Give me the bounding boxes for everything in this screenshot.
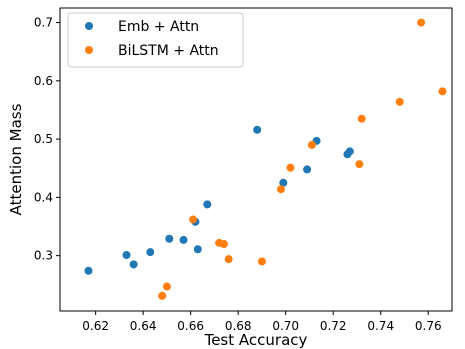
data-point <box>189 215 198 224</box>
data-point <box>357 114 366 123</box>
y-tick-label: 0.7 <box>34 16 53 30</box>
data-point <box>158 291 167 300</box>
x-tick-label: 0.62 <box>82 319 109 333</box>
data-point <box>203 200 212 209</box>
y-tick-label: 0.4 <box>34 190 53 204</box>
x-tick-label: 0.66 <box>177 319 204 333</box>
data-point <box>162 282 171 291</box>
x-tick-label: 0.74 <box>367 319 394 333</box>
data-point <box>355 160 364 169</box>
x-tick-label: 0.68 <box>225 319 252 333</box>
x-axis: 0.62 0.64 0.66 0.68 0.70 0.72 0.74 0.76 <box>82 311 442 333</box>
x-axis-title: Test Accuracy <box>204 331 308 349</box>
data-point <box>122 251 131 260</box>
x-tick-label: 0.64 <box>130 319 157 333</box>
data-point <box>253 125 262 134</box>
data-point <box>438 87 447 96</box>
data-point <box>345 147 354 156</box>
legend-box <box>67 12 244 68</box>
data-point <box>193 245 202 254</box>
data-point <box>224 255 233 264</box>
data-point <box>219 239 228 248</box>
legend-marker <box>85 46 93 54</box>
data-point <box>257 257 266 266</box>
y-axis-title: Attention Mass <box>7 103 25 215</box>
data-point <box>417 18 426 27</box>
data-point <box>395 97 404 106</box>
plot-frame <box>59 7 453 312</box>
data-point <box>129 260 138 269</box>
data-point <box>303 165 312 174</box>
y-tick-label: 0.3 <box>34 249 53 263</box>
data-point <box>84 266 93 275</box>
legend-marker <box>85 22 93 30</box>
legend-label: Emb + Attn <box>118 19 199 35</box>
data-point <box>307 140 316 149</box>
series-1 <box>158 18 447 300</box>
x-tick-label: 0.72 <box>320 319 347 333</box>
y-axis: 0.3 0.4 0.5 0.6 0.7 <box>34 16 60 263</box>
data-point <box>279 178 288 187</box>
plot-area <box>84 18 447 300</box>
y-tick-label: 0.5 <box>34 132 53 146</box>
data-point <box>276 185 285 194</box>
legend: Emb + Attn BiLSTM + Attn <box>67 12 244 68</box>
legend-label: BiLSTM + Attn <box>118 43 219 59</box>
data-point <box>146 248 155 257</box>
data-point <box>179 235 188 244</box>
y-tick-label: 0.6 <box>34 74 53 88</box>
data-point <box>286 163 295 172</box>
x-tick-label: 0.76 <box>415 319 442 333</box>
x-tick-label: 0.70 <box>272 319 299 333</box>
data-point <box>165 234 174 243</box>
